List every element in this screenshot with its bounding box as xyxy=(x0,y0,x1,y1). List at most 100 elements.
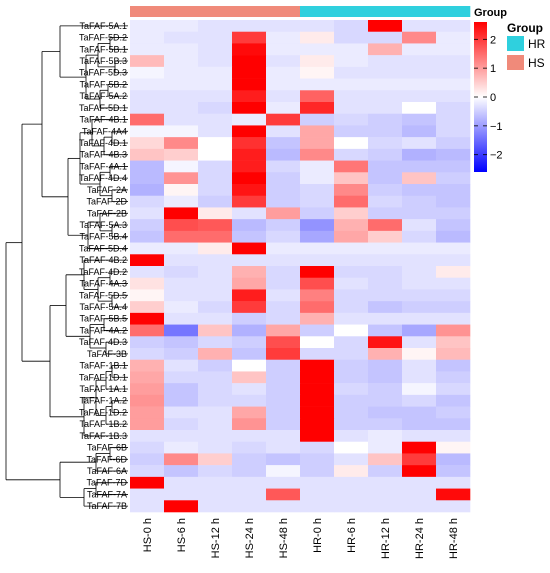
heatmap-cell xyxy=(402,277,437,290)
heatmap-cell xyxy=(130,160,165,173)
heatmap-cell xyxy=(266,383,301,396)
heatmap-cell xyxy=(436,137,471,150)
heatmap-cell xyxy=(232,207,267,220)
heatmap-cell xyxy=(266,254,301,267)
heatmap-cell xyxy=(402,441,437,454)
group-legend-title: Group xyxy=(507,21,543,35)
heatmap-cell xyxy=(232,219,267,232)
heatmap-cell xyxy=(164,242,199,255)
heatmap-cell xyxy=(368,289,403,302)
heatmap-cell xyxy=(266,102,301,115)
heatmap-cell xyxy=(334,441,369,454)
heatmap-cell xyxy=(232,20,267,33)
heatmap-cell xyxy=(198,453,233,466)
heatmap-cell xyxy=(334,418,369,431)
heatmap-cell xyxy=(402,312,437,325)
heatmap-cell xyxy=(300,195,335,208)
row-label: TaFAF-4A4 xyxy=(82,126,127,136)
heatmap-cell xyxy=(334,31,369,44)
heatmap-cell xyxy=(300,31,335,44)
heatmap-cell xyxy=(334,301,369,314)
heatmap-cell xyxy=(402,219,437,232)
heatmap-cell xyxy=(334,500,369,513)
heatmap-cell xyxy=(164,78,199,91)
heatmap-cell xyxy=(402,289,437,302)
row-dendrogram xyxy=(5,25,128,507)
heatmap-cell xyxy=(300,301,335,314)
heatmap-cell xyxy=(198,20,233,33)
heatmap-cell xyxy=(402,66,437,79)
column-label: HS-48 h xyxy=(278,518,290,558)
heatmap-cell xyxy=(368,195,403,208)
heatmap-cell xyxy=(402,31,437,44)
heatmap-cell xyxy=(436,102,471,115)
heatmap-cell xyxy=(266,219,301,232)
group-annotation-cell xyxy=(198,6,233,17)
heatmap-cell xyxy=(436,195,471,208)
heatmap-cell xyxy=(334,371,369,384)
heatmap-cell xyxy=(266,184,301,197)
heatmap-cell xyxy=(334,277,369,290)
heatmap-cell xyxy=(164,336,199,349)
color-scale-tick-label: 0 xyxy=(490,92,496,104)
heatmap-cell xyxy=(368,137,403,150)
heatmap-cell xyxy=(436,90,471,103)
heatmap-cell xyxy=(436,324,471,337)
heatmap-cell xyxy=(198,137,233,150)
heatmap-cell xyxy=(300,277,335,290)
heatmap-cell xyxy=(164,172,199,185)
heatmap-cells xyxy=(130,20,471,513)
heatmap-cell xyxy=(334,20,369,33)
heatmap-cell xyxy=(232,371,267,384)
row-label: TaFAF-4B.1 xyxy=(79,115,127,125)
heatmap-cell xyxy=(232,359,267,372)
heatmap-cell xyxy=(334,242,369,255)
group-annotation-cell xyxy=(266,6,301,17)
group-annotation-cell xyxy=(368,6,403,17)
heatmap-cell xyxy=(402,500,437,513)
heatmap-cell xyxy=(164,348,199,361)
row-label: TaFAF-1A.1 xyxy=(79,384,127,394)
heatmap-cell xyxy=(266,266,301,279)
heatmap-cell xyxy=(334,324,369,337)
heatmap-cell xyxy=(300,160,335,173)
heatmap-cell xyxy=(334,207,369,220)
heatmap-cell xyxy=(300,102,335,115)
heatmap-cell xyxy=(130,277,165,290)
heatmap-cell xyxy=(164,406,199,419)
heatmap-cell xyxy=(266,394,301,407)
heatmap-cell xyxy=(164,371,199,384)
heatmap-cell xyxy=(164,160,199,173)
heatmap-cell xyxy=(266,242,301,255)
heatmap-cell xyxy=(164,301,199,314)
heatmap-cell xyxy=(266,137,301,150)
heatmap-cell xyxy=(130,301,165,314)
heatmap-cell xyxy=(368,324,403,337)
heatmap-cell xyxy=(266,488,301,501)
heatmap-cell xyxy=(198,418,233,431)
column-label: HS-24 h xyxy=(244,518,256,558)
heatmap-cell xyxy=(198,66,233,79)
heatmap-cell xyxy=(130,219,165,232)
heatmap-cell xyxy=(300,359,335,372)
heatmap-cell xyxy=(232,312,267,325)
heatmap-cell xyxy=(130,137,165,150)
row-label: TaFAF-4D.4 xyxy=(79,173,127,183)
heatmap-cell xyxy=(368,383,403,396)
heatmap-cell xyxy=(164,266,199,279)
row-label: TaFAF-6B xyxy=(87,443,127,453)
heatmap-cell xyxy=(402,336,437,349)
heatmap-cell xyxy=(436,476,471,489)
heatmap-cell xyxy=(266,125,301,138)
heatmap-cell xyxy=(198,102,233,115)
row-label: TaFAF-4D.3 xyxy=(79,337,127,347)
heatmap-cell xyxy=(402,383,437,396)
heatmap-cell xyxy=(368,78,403,91)
heatmap-cell xyxy=(334,102,369,115)
heatmap-cell xyxy=(130,55,165,68)
row-label: TaFAF-5B.5 xyxy=(79,314,127,324)
row-label: TaFAF-4B.3 xyxy=(79,150,127,160)
heatmap-cell xyxy=(164,90,199,103)
heatmap-cell xyxy=(266,172,301,185)
heatmap-cell xyxy=(436,78,471,91)
